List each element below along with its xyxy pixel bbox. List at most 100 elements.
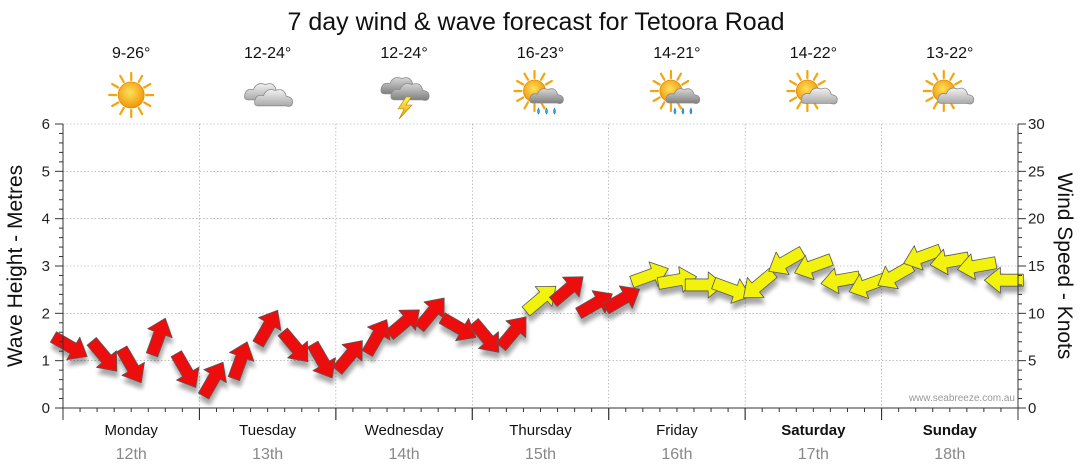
sun-showers-icon (649, 69, 701, 115)
wind-arrow (332, 340, 363, 375)
wind-arrow-body (684, 271, 725, 299)
sun-ray (788, 79, 798, 86)
right-tick-label: 10 (1028, 305, 1045, 322)
sun-ray (119, 106, 125, 116)
sun-ray (817, 79, 826, 86)
sun-ray (523, 101, 530, 110)
wind-arrow (684, 271, 725, 299)
left-tick-label: 2 (42, 305, 50, 322)
wind-arrow (170, 350, 200, 388)
wind-arrow (86, 337, 118, 372)
partly-cloudy-icon (786, 69, 838, 113)
day-labels: Monday 12th Tuesday 13th Wednesday 14th Thursd… (105, 422, 978, 463)
temperature-range: 9-26° (112, 45, 150, 62)
day-date: 15th (525, 446, 556, 463)
rain-drop (689, 107, 693, 115)
wind-arrow-body (170, 350, 200, 388)
rain-drop (673, 107, 677, 115)
sun-ray (143, 82, 152, 89)
sun-ray (796, 72, 802, 81)
left-tick-label: 1 (42, 353, 50, 370)
wind-arrow (820, 267, 861, 295)
sun-ray (143, 101, 152, 108)
temperature-range: 14-22° (790, 45, 837, 62)
day-name-saturday: Saturday (781, 422, 846, 439)
right-tick-label: 20 (1028, 211, 1045, 228)
sun-ray (544, 79, 553, 86)
wind-arrow (197, 361, 227, 400)
sun-ray (788, 96, 798, 103)
wind-arrow-body (277, 327, 309, 363)
right-axis-title: Wind Speed - Knots (1053, 173, 1076, 360)
wind-arrow (794, 253, 834, 280)
wind-arrow-body (768, 246, 806, 275)
wind-arrow-body (307, 340, 336, 379)
wind-arrow-body (145, 317, 173, 358)
sun-ray (932, 101, 939, 110)
wind-arrow (768, 246, 806, 275)
day-date: 13th (252, 446, 283, 463)
grid (63, 123, 1018, 409)
cloud-shape (254, 89, 294, 107)
cloud-shape (800, 87, 838, 105)
cloud-shape (665, 88, 701, 104)
wind-arrow (252, 309, 282, 348)
wind-arrow (307, 340, 336, 379)
temperature-range: 13-22° (926, 45, 973, 62)
rain-drop (681, 107, 685, 115)
sun-ray (812, 72, 819, 81)
day-name-sunday: Sunday (923, 422, 978, 439)
wind-arrow (496, 316, 527, 352)
sun-showers-icon (513, 69, 564, 115)
thunderstorm-icon (380, 77, 430, 120)
sun-ray (932, 72, 939, 81)
sun-ray (652, 79, 661, 86)
wind-arrow (929, 248, 970, 276)
wind-arrow-body (903, 243, 943, 271)
sunny-icon (108, 71, 155, 119)
wind-arrow (49, 331, 88, 361)
wind-arrow (277, 327, 309, 363)
day-name-wednesday: Wednesday (365, 422, 444, 439)
wind-arrow (145, 317, 173, 358)
cloudy-icon (244, 83, 294, 107)
day-date: 18th (934, 446, 965, 463)
temperature-range: 12-24° (244, 45, 291, 62)
day-name-thursday: Thursday (509, 422, 572, 439)
wind-arrow (548, 276, 584, 307)
sun-ray (949, 72, 955, 81)
sun-ray (953, 79, 963, 86)
day-date: 16th (661, 446, 692, 463)
left-tick-label: 0 (42, 400, 50, 417)
wind-arrow (956, 253, 998, 280)
wind-arrow-body (227, 341, 255, 381)
weather-row: 9-26° 12-24° 12-24° 16-23° 14-21° 14-22° 13-22… (108, 45, 975, 120)
wind-arrow-body (252, 309, 282, 348)
wind-arrow (903, 243, 943, 271)
wind-arrows (49, 243, 1024, 400)
right-tick-label: 25 (1028, 163, 1045, 180)
partly-cloudy-icon (922, 69, 975, 113)
sun-ray (137, 106, 144, 116)
wind-arrow-body (468, 318, 500, 353)
wind-arrow-body (848, 272, 889, 299)
left-tick-label: 6 (42, 116, 50, 133)
wind-arrow-body (438, 312, 477, 342)
wind-arrow (848, 272, 889, 299)
wind-arrow-body (983, 266, 1024, 294)
sun-ray (652, 96, 661, 103)
axes: 0 1 2 3 4 5 6 0 5 10 15 20 25 30 (42, 116, 1045, 420)
sun-ray (681, 79, 690, 86)
sun-disc (117, 81, 145, 109)
wind-arrow (602, 285, 641, 315)
wind-arrow-body (711, 277, 751, 304)
wind-arrow-body (332, 340, 363, 375)
sun-ray (119, 74, 125, 84)
left-tick-label: 5 (42, 163, 50, 180)
wind-arrow (711, 277, 751, 304)
wind-arrow (743, 267, 778, 299)
left-tick-label: 4 (42, 211, 50, 228)
wind-arrow-body (602, 285, 641, 315)
wind-arrow (414, 297, 445, 333)
wind-arrow-body (743, 267, 778, 299)
